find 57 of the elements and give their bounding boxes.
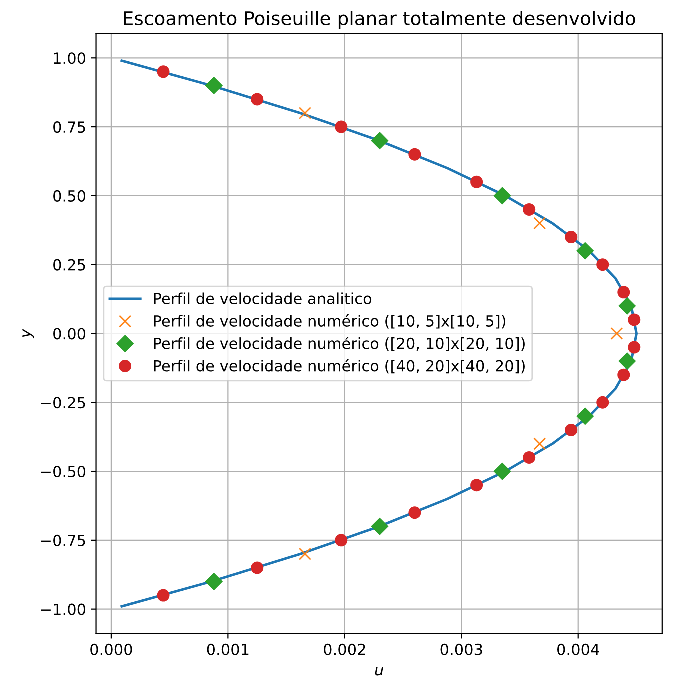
point [335, 120, 348, 134]
point [298, 548, 312, 560]
point [494, 462, 512, 480]
y-tick-label: −0.75 [41, 534, 86, 546]
point [335, 534, 348, 547]
point [618, 286, 630, 299]
point [408, 148, 422, 161]
point [251, 93, 264, 106]
point [534, 217, 546, 230]
point [610, 327, 624, 340]
legend-label: Perfil de velocidade numérico ([40, 20]x[40, 20]) [154, 359, 525, 374]
x-tick-label: 0.003 [440, 644, 482, 656]
point [628, 314, 641, 326]
point [523, 203, 536, 216]
point [157, 589, 170, 602]
x-tick-label: 0.002 [324, 644, 366, 656]
y-tick-label: −1.00 [41, 604, 86, 616]
point [576, 408, 594, 425]
point [565, 231, 578, 244]
point [596, 258, 610, 272]
point [628, 341, 641, 354]
chart-title: Escoamento Poiseuille planar totalmente desenvolvido [124, 11, 636, 30]
point [470, 479, 484, 492]
point [596, 396, 610, 409]
legend-label: Perfil de velocidade numérico ([10, 5]x[10, 5]) [154, 314, 506, 329]
point [206, 77, 223, 94]
y-tick-label: 0.50 [54, 190, 86, 202]
point [470, 176, 484, 188]
point [618, 298, 636, 315]
line-series [120, 60, 638, 608]
y-tick-label: −0.25 [41, 397, 86, 409]
point [523, 452, 536, 464]
point [251, 562, 264, 574]
x-tick-label: 0.004 [558, 644, 600, 656]
point [371, 518, 388, 536]
legend-label: Perfil de velocidade numérico ([20, 10]x[20, 10]) [154, 336, 525, 352]
point [534, 438, 546, 450]
y-tick-label: 0.25 [54, 259, 86, 271]
y-tick-label: 0.75 [54, 122, 86, 134]
point [494, 187, 512, 204]
y-tick-label: 0.00 [54, 328, 86, 340]
x-tick-label: 0.001 [207, 644, 249, 656]
point [206, 573, 223, 590]
legend-label: Perfil de velocidade analitico [154, 292, 372, 305]
point [565, 424, 578, 436]
point [618, 368, 630, 382]
x-tick-label: 0.000 [90, 644, 132, 656]
point [298, 107, 312, 120]
y-axis-title: y [22, 329, 34, 339]
x-axis-title: u [375, 667, 384, 676]
point [371, 132, 388, 150]
point [576, 242, 594, 260]
y-tick-label: −0.50 [41, 466, 86, 478]
point [157, 66, 170, 78]
point [618, 352, 636, 370]
y-tick-label: 1.00 [54, 52, 86, 64]
point [408, 506, 422, 520]
